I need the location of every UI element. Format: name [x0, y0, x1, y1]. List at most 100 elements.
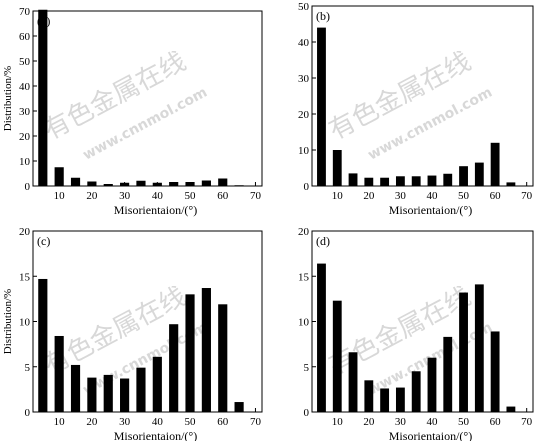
x-tick-label-c-40: 40 — [152, 416, 164, 428]
y-tick-label-b-0: 0 — [304, 181, 310, 193]
bar-a-25 — [103, 184, 113, 186]
x-tick-label-b-20: 20 — [363, 190, 375, 202]
y-tick-label-d-5: 5 — [304, 362, 310, 374]
x-tick-label-c-70: 70 — [250, 416, 262, 428]
y-tick-label-a-30: 30 — [19, 106, 31, 118]
x-tick-label-a-60: 60 — [217, 190, 229, 202]
x-tick-label-a-20: 20 — [86, 190, 98, 202]
y-tick-label-a-0: 0 — [25, 181, 31, 193]
x-tick-label-b-50: 50 — [458, 190, 470, 202]
bar-a-15 — [70, 177, 81, 186]
x-tick-label-d-60: 60 — [490, 416, 502, 428]
panel-c: 0 5 10 15 20 10 20 30 40 50 60 70 (c) Misorientaion/(… — [2, 226, 263, 441]
panel-label-a: (a) — [37, 14, 50, 28]
bar-b-5 — [317, 27, 326, 186]
bar-d-20 — [364, 380, 374, 412]
x-tick-label-c-10: 10 — [54, 416, 66, 428]
bar-c-45 — [169, 324, 179, 412]
x-tick-label-d-20: 20 — [363, 416, 375, 428]
bar-a-5 — [38, 9, 48, 186]
x-tick-label-a-50: 50 — [185, 190, 197, 202]
bar-d-40 — [427, 357, 437, 412]
y-tick-label-c-20: 20 — [19, 226, 31, 238]
y-axis-label-c: Distribution/% — [2, 289, 14, 354]
bar-a-10 — [54, 167, 64, 186]
bar-c-30 — [120, 378, 130, 412]
bar-a-55 — [201, 180, 211, 186]
x-tick-label-b-10: 10 — [332, 190, 344, 202]
bar-c-5 — [38, 278, 48, 412]
y-tick-label-d-10: 10 — [298, 317, 310, 329]
y-tick-label-b-50: 50 — [298, 1, 310, 13]
bar-b-60 — [490, 142, 500, 186]
panel-a: 0 10 20 30 40 50 60 70 10 20 30 40 50 60 70 (a) Misorien… — [2, 6, 263, 217]
x-tick-label-b-60: 60 — [490, 190, 502, 202]
y-tick-label-a-10: 10 — [19, 156, 31, 168]
x-tick-label-c-50: 50 — [185, 416, 197, 428]
bar-d-25 — [380, 388, 390, 412]
bar-b-20 — [364, 177, 374, 186]
y-tick-label-b-20: 20 — [298, 109, 310, 121]
y-tick-label-a-20: 20 — [19, 131, 31, 143]
bar-c-65 — [234, 402, 244, 412]
panel-label-c: (c) — [37, 234, 50, 248]
x-tick-label-c-30: 30 — [119, 416, 131, 428]
x-tick-label-a-30: 30 — [119, 190, 131, 202]
bar-b-65 — [506, 182, 516, 186]
bar-b-40 — [427, 175, 437, 186]
bar-d-35 — [411, 371, 421, 412]
x-axis-label-b: Misorientaion/(°) — [389, 203, 472, 217]
x-tick-label-b-40: 40 — [426, 190, 438, 202]
y-tick-label-b-30: 30 — [298, 73, 310, 85]
plot-frame-b — [311, 5, 534, 187]
y-tick-label-a-70: 70 — [19, 6, 31, 18]
bar-c-50 — [185, 294, 195, 412]
y-tick-label-d-15: 15 — [298, 271, 310, 283]
bar-a-45 — [169, 182, 179, 186]
x-tick-label-d-50: 50 — [458, 416, 470, 428]
bar-c-10 — [54, 335, 64, 412]
bar-d-30 — [395, 387, 405, 412]
bar-d-60 — [490, 331, 500, 412]
bar-b-25 — [380, 177, 390, 186]
y-tick-label-c-10: 10 — [19, 317, 31, 329]
y-tick-label-a-50: 50 — [19, 56, 31, 68]
bar-d-50 — [459, 292, 468, 412]
y-tick-label-b-10: 10 — [298, 145, 310, 157]
bar-b-30 — [395, 176, 405, 186]
y-tick-label-a-60: 60 — [19, 31, 31, 43]
bar-c-15 — [70, 364, 81, 412]
y-tick-label-d-20: 20 — [298, 226, 310, 238]
y-tick-label-b-40: 40 — [298, 37, 310, 49]
bar-b-10 — [332, 150, 342, 186]
bar-b-15 — [348, 173, 358, 186]
y-tick-label-d-0: 0 — [304, 407, 310, 419]
bar-b-50 — [459, 166, 468, 186]
bar-c-40 — [152, 356, 162, 412]
y-tick-label-c-5: 5 — [25, 362, 31, 374]
bar-d-5 — [317, 263, 326, 412]
x-tick-label-a-10: 10 — [54, 190, 66, 202]
x-tick-label-d-40: 40 — [426, 416, 438, 428]
plot-frame-a — [32, 10, 263, 187]
bar-a-65 — [234, 185, 244, 186]
bar-d-45 — [443, 336, 453, 412]
bar-d-10 — [332, 300, 342, 412]
bar-b-45 — [443, 173, 453, 186]
panel-label-d: (d) — [316, 234, 330, 248]
x-tick-label-a-40: 40 — [152, 190, 164, 202]
watermark-layer: 有色金属在线 www.cnnmol.com 有色金属在线 www.cnnmol.… — [39, 46, 495, 398]
bar-d-55 — [474, 284, 484, 412]
bar-d-65 — [506, 406, 516, 412]
x-tick-label-a-70: 70 — [250, 190, 262, 202]
x-tick-label-d-70: 70 — [521, 416, 533, 428]
bar-d-15 — [348, 352, 358, 412]
y-tick-label-c-0: 0 — [25, 407, 31, 419]
panel-d: 0 5 10 15 20 10 20 30 40 50 60 70 (d) Misorientaion/(… — [298, 226, 534, 441]
bar-c-55 — [201, 288, 211, 412]
x-tick-label-b-30: 30 — [395, 190, 407, 202]
bar-b-55 — [474, 162, 484, 186]
panel-label-b: (b) — [316, 9, 330, 23]
bar-c-25 — [103, 374, 113, 412]
